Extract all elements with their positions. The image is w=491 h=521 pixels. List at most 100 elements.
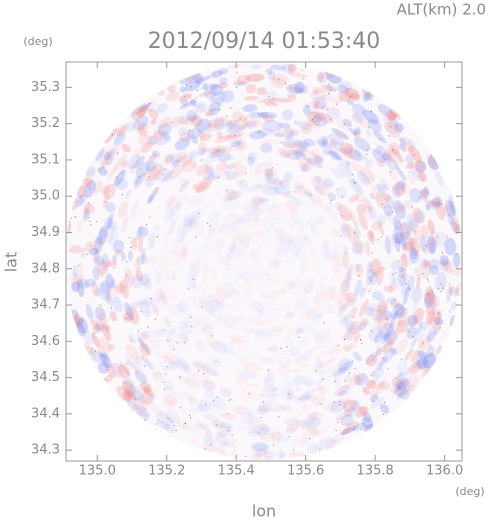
echo-texture (386, 211, 392, 218)
echo-speck (227, 430, 229, 432)
echo-texture (368, 302, 378, 312)
echo-texture (367, 205, 377, 220)
echo-texture (150, 118, 157, 125)
echo-texture (231, 314, 243, 326)
echo-texture (190, 264, 198, 284)
echo-texture (91, 333, 101, 348)
echo-texture (204, 87, 217, 100)
echo-speck (248, 393, 250, 395)
echo-texture (228, 303, 242, 313)
echo-texture (388, 283, 399, 291)
echo-speck (198, 212, 201, 214)
echo-texture (322, 177, 334, 189)
echo-texture (118, 201, 129, 218)
echo-texture (370, 308, 383, 321)
echo-speck (104, 379, 107, 381)
echo-texture (215, 96, 224, 106)
echo-texture (417, 358, 427, 369)
echo-texture (426, 235, 437, 254)
echo-texture (263, 455, 275, 460)
y-tick-label: 34.7 (31, 298, 60, 313)
echo-texture (106, 260, 118, 268)
x-tick-label: 135.4 (218, 464, 255, 479)
echo-texture (328, 138, 338, 147)
echo-texture (129, 101, 146, 116)
echo-texture (165, 410, 181, 424)
echo-speck (351, 174, 354, 176)
echo-texture (176, 303, 186, 314)
echo-texture (260, 385, 278, 393)
echo-texture (127, 154, 140, 170)
echo-texture (354, 263, 364, 278)
echo-texture (343, 421, 359, 432)
echo-speck (411, 206, 413, 208)
echo-texture (365, 351, 378, 365)
echo-texture (313, 429, 325, 437)
echo-texture (392, 216, 402, 230)
echo-texture (76, 318, 88, 334)
echo-texture (192, 360, 202, 369)
echo-texture (249, 130, 267, 140)
echo-texture (73, 317, 85, 325)
echo-texture (412, 299, 419, 314)
echo-texture (392, 226, 403, 246)
echo-texture (133, 354, 145, 365)
echo-texture (303, 282, 314, 294)
echo-texture (85, 166, 96, 177)
echo-texture (365, 380, 375, 389)
echo-texture (179, 390, 193, 401)
echo-texture (301, 429, 320, 437)
echo-texture (139, 273, 151, 287)
echo-texture (312, 86, 327, 93)
echo-texture (385, 111, 397, 121)
echo-speck (366, 149, 368, 151)
echo-texture (394, 237, 401, 253)
echo-texture (300, 162, 309, 173)
echo-texture (164, 399, 176, 411)
echo-texture (100, 149, 115, 167)
echo-texture (349, 210, 359, 229)
echo-texture (174, 137, 191, 151)
echo-texture (279, 150, 291, 159)
echo-texture (389, 347, 398, 355)
echo-speck (90, 245, 92, 247)
echo-texture (257, 405, 268, 416)
echo-texture (248, 428, 257, 434)
echo-texture (133, 115, 149, 130)
echo-texture (293, 396, 307, 405)
echo-speck (442, 286, 444, 288)
echo-texture (311, 296, 321, 305)
echo-texture (164, 175, 172, 184)
echo-texture (219, 421, 234, 431)
echo-speck (145, 223, 148, 226)
echo-speck (348, 372, 351, 374)
echo-speck (288, 436, 290, 438)
echo-texture (166, 270, 176, 282)
echo-texture (345, 87, 353, 94)
echo-texture (420, 360, 432, 373)
echo-texture (330, 254, 343, 270)
echo-texture (394, 379, 411, 397)
echo-texture (218, 68, 229, 75)
echo-texture (281, 404, 292, 412)
echo-texture (261, 98, 272, 104)
echo-texture (137, 121, 146, 131)
echo-texture (294, 353, 304, 362)
echo-texture (139, 381, 152, 393)
echo-speck (401, 358, 403, 360)
echo-texture (131, 104, 148, 120)
echo-texture (342, 251, 349, 270)
echo-texture (142, 100, 157, 113)
echo-texture (222, 211, 235, 222)
echo-speck (259, 130, 261, 133)
echo-texture (92, 266, 100, 281)
echo-texture (190, 428, 202, 437)
echo-texture (182, 366, 200, 379)
echo-texture (222, 439, 229, 447)
echo-texture (137, 122, 150, 135)
echo-texture (403, 375, 419, 392)
echo-texture (121, 160, 129, 168)
echo-texture (126, 399, 138, 411)
echo-texture (412, 207, 424, 224)
echo-texture (251, 451, 261, 460)
